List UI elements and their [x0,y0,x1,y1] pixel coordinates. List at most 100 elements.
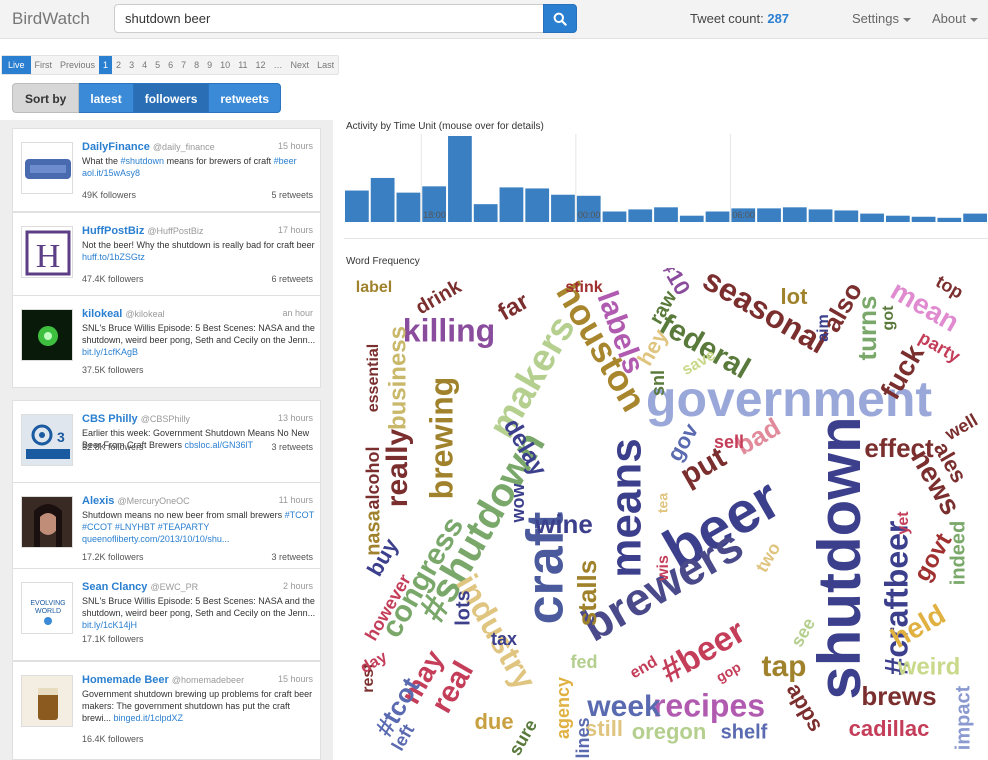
page-next[interactable]: Next [290,60,310,70]
sort-retweets-button[interactable]: retweets [209,83,282,113]
cloud-word[interactable]: fed [571,652,598,672]
cloud-word[interactable]: tap [762,650,807,683]
activity-bar[interactable] [654,207,678,222]
activity-bar[interactable] [757,208,781,222]
tweet-hashtag[interactable]: #TCOT #CCOT #LNYHBT #TEAPARTY [82,510,314,532]
cloud-word[interactable]: shutdown [806,416,873,699]
tweet-author-name[interactable]: CBS Philly [82,413,138,425]
cloud-word[interactable]: got [880,305,897,331]
cloud-word[interactable]: lots [452,590,474,626]
activity-bar[interactable] [345,190,369,222]
cloud-word[interactable]: sell [714,432,744,452]
avatar[interactable] [21,496,73,548]
cloud-word[interactable]: wow [508,483,528,524]
cloud-word[interactable]: label [356,279,392,296]
cloud-word[interactable]: alcohol [363,446,383,509]
activity-bar[interactable] [911,216,936,222]
search-input[interactable] [114,4,544,33]
tweet-card[interactable]: H HuffPostBiz @HuffPostBiz 17 hours Not … [12,212,321,296]
cloud-word[interactable]: aim [815,314,832,342]
page-4[interactable]: 4 [142,60,148,70]
sort-followers-button[interactable]: followers [133,83,210,113]
activity-bar[interactable] [602,211,627,222]
cloud-word[interactable]: government [646,371,933,427]
page-2[interactable]: 2 [116,60,122,70]
tweet-card[interactable]: Homemade Beer @homemadebeer 15 hours Gov… [12,661,321,760]
cloud-word[interactable]: lot [781,284,809,309]
cloud-word[interactable]: business [384,326,411,430]
page-11[interactable]: 11 [238,60,248,70]
word-cloud[interactable]: beer shutdowngovernmentcraftbrewersmeans#… [344,268,988,760]
settings-menu[interactable]: Settings [852,11,911,26]
cloud-word[interactable]: still [585,716,623,741]
activity-bar[interactable] [808,209,833,222]
cloud-word[interactable]: means [602,438,651,577]
cloud-word[interactable]: stalls [572,560,602,627]
cloud-word[interactable]: effect [864,433,934,463]
tweet-author-name[interactable]: Alexis [82,495,115,507]
cloud-word[interactable]: killing [403,312,495,348]
activity-bar[interactable] [628,209,653,222]
avatar[interactable]: 3 [21,414,73,466]
activity-bar[interactable] [473,204,498,222]
cloud-word[interactable]: #beer [654,612,752,690]
activity-bar[interactable] [551,194,575,222]
activity-bar[interactable] [576,195,601,222]
activity-bar[interactable] [705,211,730,222]
page-last[interactable]: Last [317,60,335,70]
avatar[interactable] [21,675,73,727]
tweet-card[interactable]: DailyFinance @daily_finance 15 hours Wha… [12,128,321,212]
tweet-author-name[interactable]: HuffPostBiz [82,225,145,237]
cloud-word[interactable]: wine [534,509,593,539]
cloud-word[interactable]: agency [553,677,573,739]
cloud-word[interactable]: turns [852,296,882,361]
activity-chart[interactable]: 18:00 00:00 06:00 [344,134,988,224]
tweet-link[interactable]: queenofliberty.com/2013/10/10/shu... [82,534,230,544]
cloud-word[interactable]: brewing [423,377,459,500]
page-10[interactable]: 10 [220,60,231,70]
tweet-link[interactable]: bit.ly/1cK14jH [82,620,138,630]
cloud-word[interactable]: rest [360,663,377,693]
tweet-hashtag[interactable]: #shutdown [120,156,165,166]
cloud-word[interactable]: shelf [721,721,768,743]
cloud-word[interactable]: oregon [632,719,707,744]
cloud-word[interactable]: indeed [947,521,969,585]
page-3[interactable]: 3 [129,60,135,70]
tweet-card[interactable]: Alexis @MercuryOneOC 11 hours Shutdown m… [12,482,321,575]
cloud-word[interactable]: weird [897,653,961,680]
tweet-author-name[interactable]: Sean Clancy [82,581,148,593]
tweet-link[interactable]: binged.it/1clpdXZ [113,713,184,723]
activity-bar[interactable] [525,188,550,222]
tweet-link[interactable]: huff.to/1bZSGtz [82,252,145,262]
cloud-word[interactable]: yet [895,511,912,535]
page-previous[interactable]: Previous [60,60,96,70]
cloud-word[interactable]: #craftbeer [878,521,914,676]
activity-bar[interactable] [963,213,987,222]
page-7[interactable]: 7 [181,60,187,70]
page-9[interactable]: 9 [207,60,213,70]
tweet-card[interactable]: EVOLVING WORLD Sean Clancy @EWC_PR 2 hour… [12,568,321,661]
cloud-word[interactable]: cadillac [849,716,930,741]
sort-latest-button[interactable]: latest [79,83,134,113]
search-button[interactable] [543,4,577,33]
activity-bar[interactable] [448,136,472,222]
activity-bar[interactable] [834,210,859,222]
activity-bar[interactable] [499,187,524,222]
cloud-word[interactable]: tax [491,629,517,649]
avatar[interactable]: EVOLVING WORLD [21,582,73,634]
page-live[interactable]: Live [2,56,31,74]
about-menu[interactable]: About [932,11,978,26]
cloud-word[interactable]: lines [573,717,593,758]
activity-bar[interactable] [860,213,884,222]
cloud-word[interactable]: stink [565,279,602,296]
cloud-word[interactable]: nasa [362,509,384,555]
tweet-author-name[interactable]: DailyFinance [82,141,150,153]
tweet-author-name[interactable]: kilokeal [82,308,123,320]
activity-bar[interactable] [937,217,962,222]
cloud-word[interactable]: impact [952,685,974,750]
avatar[interactable] [21,309,73,361]
activity-bar[interactable] [370,177,395,222]
page-12[interactable]: 12 [255,60,266,70]
page-5[interactable]: 5 [155,60,161,70]
avatar[interactable] [21,142,73,194]
